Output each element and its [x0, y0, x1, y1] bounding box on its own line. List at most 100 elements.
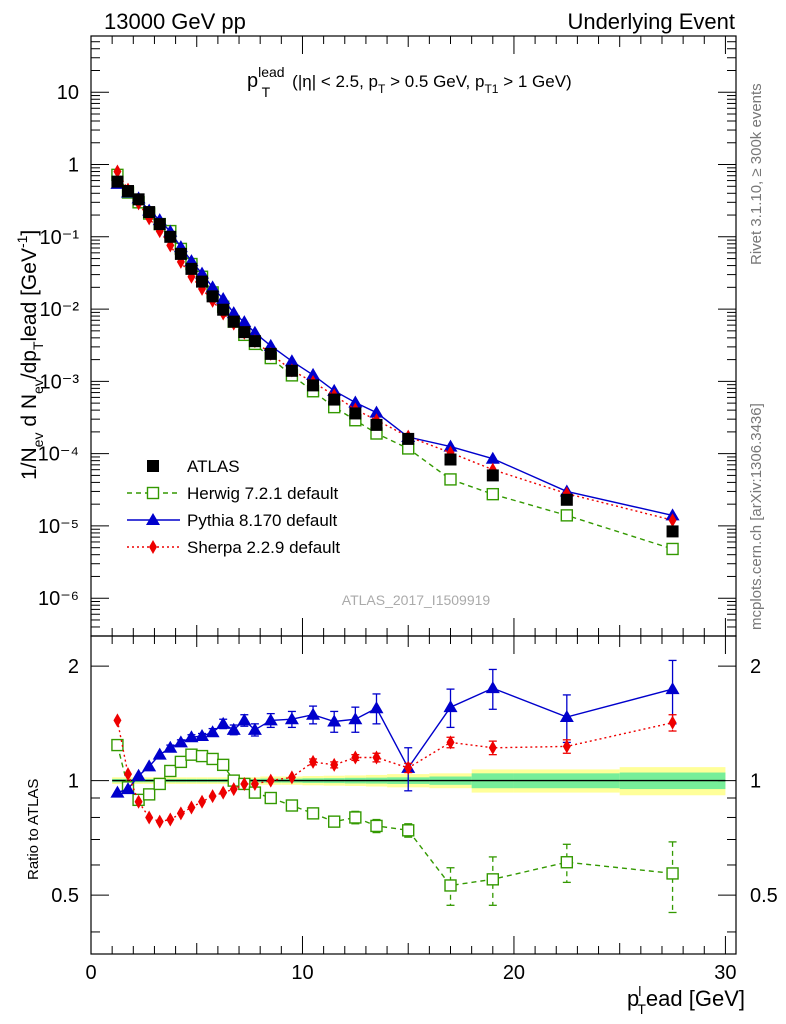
data-point	[668, 715, 677, 730]
data-point	[185, 262, 198, 275]
data-point	[113, 164, 122, 179]
data-point	[205, 725, 220, 738]
legend-entry: Sherpa 2.2.9 default	[127, 538, 340, 557]
data-point	[238, 326, 251, 339]
ratio-series-line	[116, 744, 673, 887]
data-point	[149, 540, 157, 554]
data-point	[486, 873, 500, 886]
data-point	[152, 747, 167, 760]
x-tick-label: 30	[714, 962, 736, 984]
y-tick-label: 10⁻²	[40, 299, 80, 321]
data-point	[146, 513, 160, 525]
data-point	[205, 280, 220, 293]
legend-entry: ATLAS	[147, 457, 240, 476]
data-point	[306, 807, 320, 820]
data-point	[229, 782, 238, 797]
title-cuts-sub2: T1	[484, 82, 498, 96]
ratio-y-tick-label: 0.5	[51, 885, 79, 907]
ratio-plot: 2 2 1 1 0.5 0.5 0 10 20 30	[51, 635, 778, 984]
data-point	[187, 800, 196, 815]
data-point	[264, 791, 277, 805]
data-point	[443, 439, 458, 452]
analysis-watermark: ATLAS_2017_I1509919	[342, 592, 491, 608]
title-p: p	[247, 70, 258, 92]
data-point	[327, 714, 342, 727]
data-point	[153, 777, 166, 791]
data-point	[370, 418, 383, 431]
data-point	[402, 824, 415, 837]
header-right: Underlying Event	[567, 9, 735, 34]
data-point	[404, 760, 413, 775]
data-point	[370, 819, 383, 833]
data-point	[131, 768, 146, 781]
data-point	[216, 716, 231, 729]
data-point	[284, 354, 299, 367]
y-tick-label: 10⁻¹	[40, 227, 80, 249]
data-point	[121, 782, 136, 795]
header-left: 13000 GeV pp	[104, 9, 246, 34]
ratio-x-ticks: 0 10 20 30	[85, 636, 737, 984]
data-point	[122, 185, 135, 198]
data-point	[306, 707, 321, 720]
data-point	[443, 700, 458, 713]
main-title: plead T(|η| < 2.5, pT > 0.5 GeV, pT1 > 1 …	[247, 64, 572, 100]
data-point	[330, 757, 339, 772]
data-point	[147, 460, 159, 472]
data-point	[485, 451, 500, 464]
mcplots-label: mcplots.cern.ch [arXiv:1306.3436]	[748, 403, 765, 630]
data-point	[247, 722, 262, 735]
data-point	[145, 810, 154, 825]
legend-label: ATLAS	[187, 457, 240, 476]
data-point	[488, 740, 497, 755]
ratio-series	[110, 659, 680, 914]
main-plot: 10 1 10⁻¹ 10⁻² 10⁻³ 10⁻⁴ 10⁻⁵ 10⁻⁶	[38, 35, 737, 637]
data-point	[227, 315, 240, 328]
data-point	[264, 347, 277, 360]
data-point	[195, 266, 210, 279]
data-point	[327, 815, 341, 828]
data-point	[237, 713, 252, 726]
data-point	[328, 393, 341, 406]
ratio-y-tick-label-right: 0.5	[750, 885, 778, 907]
data-point	[285, 799, 299, 812]
data-point	[164, 764, 177, 778]
data-point	[164, 230, 177, 243]
legend-entry: Herwig 7.2.1 default	[127, 484, 338, 503]
data-point	[184, 730, 199, 743]
legend-entry: Pythia 8.170 default	[127, 511, 338, 530]
data-point	[155, 814, 164, 829]
data-point	[369, 701, 384, 714]
data-point	[307, 379, 320, 392]
x-axis-label: pl Tead [GeV]	[627, 983, 745, 1017]
x-tick-label: 20	[503, 962, 525, 984]
main-x-ticks	[90, 36, 726, 636]
data-point	[665, 682, 680, 695]
title-sub: T	[262, 84, 271, 100]
data-point	[486, 469, 499, 482]
data-point	[666, 525, 679, 538]
data-point	[666, 542, 679, 556]
y-tick-label: 10⁻⁶	[38, 588, 79, 610]
data-point	[110, 785, 125, 798]
title-cuts2: > 0.5 GeV, p	[385, 72, 484, 91]
data-point	[485, 681, 500, 694]
main-series	[110, 164, 680, 556]
data-point	[113, 713, 122, 728]
data-point	[285, 364, 298, 377]
data-point	[263, 713, 278, 726]
data-point	[174, 755, 188, 769]
data-point	[195, 729, 210, 742]
data-point	[369, 405, 384, 418]
data-point	[560, 493, 573, 506]
title-cuts3: > 1 GeV)	[498, 72, 571, 91]
data-point	[216, 758, 230, 772]
ratio-bands	[112, 767, 726, 796]
data-point	[348, 395, 363, 408]
ratio-y-tick-label-right: 2	[750, 656, 761, 678]
ratio-y-ticks: 2 2 1 1 0.5 0.5	[51, 656, 778, 933]
data-point	[111, 175, 124, 188]
data-point	[446, 735, 455, 750]
title-sup: lead	[258, 64, 284, 80]
ratio-series-herwig	[111, 738, 679, 914]
ratio-y-tick-label-right: 1	[750, 771, 761, 793]
